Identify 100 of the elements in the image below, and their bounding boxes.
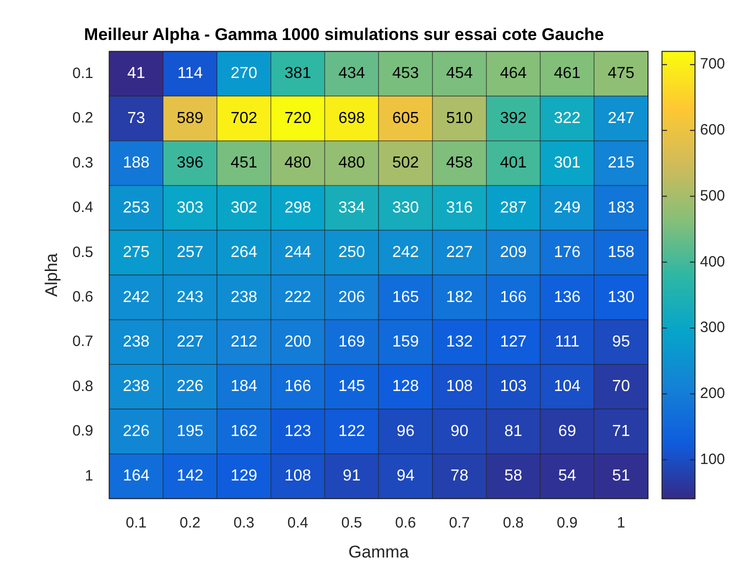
x-tick-label: 0.6 <box>395 514 416 532</box>
data-label: 301 <box>554 154 581 172</box>
color-bar-label: 100 <box>700 450 726 468</box>
color-bar-label: 400 <box>700 253 726 270</box>
data-label: 81 <box>504 422 522 440</box>
data-label: 215 <box>608 154 635 172</box>
data-label: 128 <box>392 378 420 396</box>
data-label: 480 <box>284 154 312 172</box>
data-label: 302 <box>230 199 258 216</box>
data-label: 249 <box>554 199 581 216</box>
data-label: 54 <box>558 468 576 485</box>
data-label: 142 <box>176 468 204 485</box>
data-label: 122 <box>338 422 366 440</box>
data-label: 70 <box>612 378 630 396</box>
data-label: 589 <box>176 110 204 127</box>
data-label: 200 <box>284 333 312 350</box>
data-label: 316 <box>446 199 473 216</box>
data-label: 510 <box>446 110 473 127</box>
data-label: 96 <box>396 422 415 440</box>
data-label: 209 <box>500 244 527 262</box>
data-label: 58 <box>504 468 522 485</box>
y-tick-label: 0.8 <box>72 378 94 395</box>
data-label: 114 <box>177 65 203 82</box>
y-tick-label: 0.6 <box>72 288 94 306</box>
x-tick-label: 0.8 <box>502 514 524 532</box>
data-label: 702 <box>230 110 258 127</box>
x-axis-title: Gamma <box>348 542 410 562</box>
data-label: 145 <box>338 378 366 396</box>
x-tick-label: 0.9 <box>556 514 578 532</box>
data-label: 453 <box>392 65 420 82</box>
data-label: 108 <box>446 378 473 396</box>
data-label: 322 <box>554 110 581 127</box>
data-label: 238 <box>122 378 150 396</box>
x-tick-label: 0.7 <box>449 514 470 532</box>
data-label: 104 <box>554 378 581 396</box>
data-label: 159 <box>392 333 420 350</box>
data-label: 502 <box>392 154 420 172</box>
y-tick-label: 0.1 <box>72 64 94 82</box>
y-tick-label: 0.3 <box>72 154 94 172</box>
data-label: 458 <box>446 154 473 172</box>
data-label: 166 <box>284 378 312 396</box>
color-bar-label: 700 <box>700 56 726 73</box>
data-label: 129 <box>230 468 258 485</box>
data-label: 51 <box>612 468 630 485</box>
data-label: 264 <box>230 244 258 262</box>
data-label: 95 <box>612 333 630 350</box>
data-label: 111 <box>555 333 580 350</box>
data-label: 698 <box>338 110 366 127</box>
data-label: 158 <box>608 244 635 262</box>
data-label: 720 <box>284 110 312 127</box>
data-label: 41 <box>127 65 146 82</box>
data-label: 243 <box>176 288 204 306</box>
data-label: 227 <box>446 244 473 262</box>
data-label: 108 <box>284 468 312 485</box>
data-label: 475 <box>608 65 635 82</box>
data-label: 73 <box>127 110 146 127</box>
data-label: 464 <box>500 65 527 82</box>
y-tick-label: 0.5 <box>72 244 94 261</box>
data-label: 244 <box>284 244 312 262</box>
data-label: 270 <box>230 65 258 82</box>
y-tick-label: 1 <box>84 467 94 484</box>
data-label: 166 <box>500 288 527 306</box>
data-label: 91 <box>342 468 361 485</box>
chart-title: Meilleur Alpha - Gamma 1000 simulations sur essai cote Gauche <box>84 24 604 44</box>
data-label: 392 <box>500 110 527 127</box>
y-tick-label: 0.2 <box>72 110 94 127</box>
data-label: 257 <box>176 244 204 262</box>
color-bar-label: 500 <box>700 187 726 204</box>
data-label: 169 <box>338 333 366 350</box>
data-label: 226 <box>176 378 204 396</box>
data-label: 78 <box>450 468 468 485</box>
data-label: 136 <box>554 288 581 306</box>
data-label: 287 <box>500 199 527 216</box>
y-tick-label: 0.9 <box>72 422 94 440</box>
data-label: 165 <box>392 288 420 306</box>
data-label: 401 <box>500 154 527 172</box>
data-label: 253 <box>122 199 150 216</box>
data-label: 69 <box>558 422 576 440</box>
x-tick-label: 0.2 <box>180 514 200 532</box>
data-label: 381 <box>284 65 312 82</box>
data-label: 164 <box>122 468 150 485</box>
x-tick-label: 0.1 <box>126 514 147 532</box>
data-label: 238 <box>230 288 258 306</box>
color-bar-label: 600 <box>700 122 726 139</box>
x-tick-label: 0.4 <box>287 514 308 532</box>
data-label: 183 <box>608 199 635 216</box>
data-label: 123 <box>284 422 312 440</box>
data-label: 188 <box>122 154 150 172</box>
data-label: 184 <box>230 378 258 396</box>
data-label: 162 <box>230 422 258 440</box>
data-label: 298 <box>284 199 312 216</box>
data-label: 206 <box>338 288 366 306</box>
data-label: 330 <box>392 199 420 216</box>
data-label: 247 <box>608 110 635 127</box>
x-tick-label: 0.5 <box>341 514 362 532</box>
data-label: 434 <box>338 65 366 82</box>
data-label: 71 <box>612 422 630 440</box>
data-label: 451 <box>230 154 258 172</box>
data-label: 461 <box>554 65 581 82</box>
x-tick-label: 1 <box>616 514 626 532</box>
